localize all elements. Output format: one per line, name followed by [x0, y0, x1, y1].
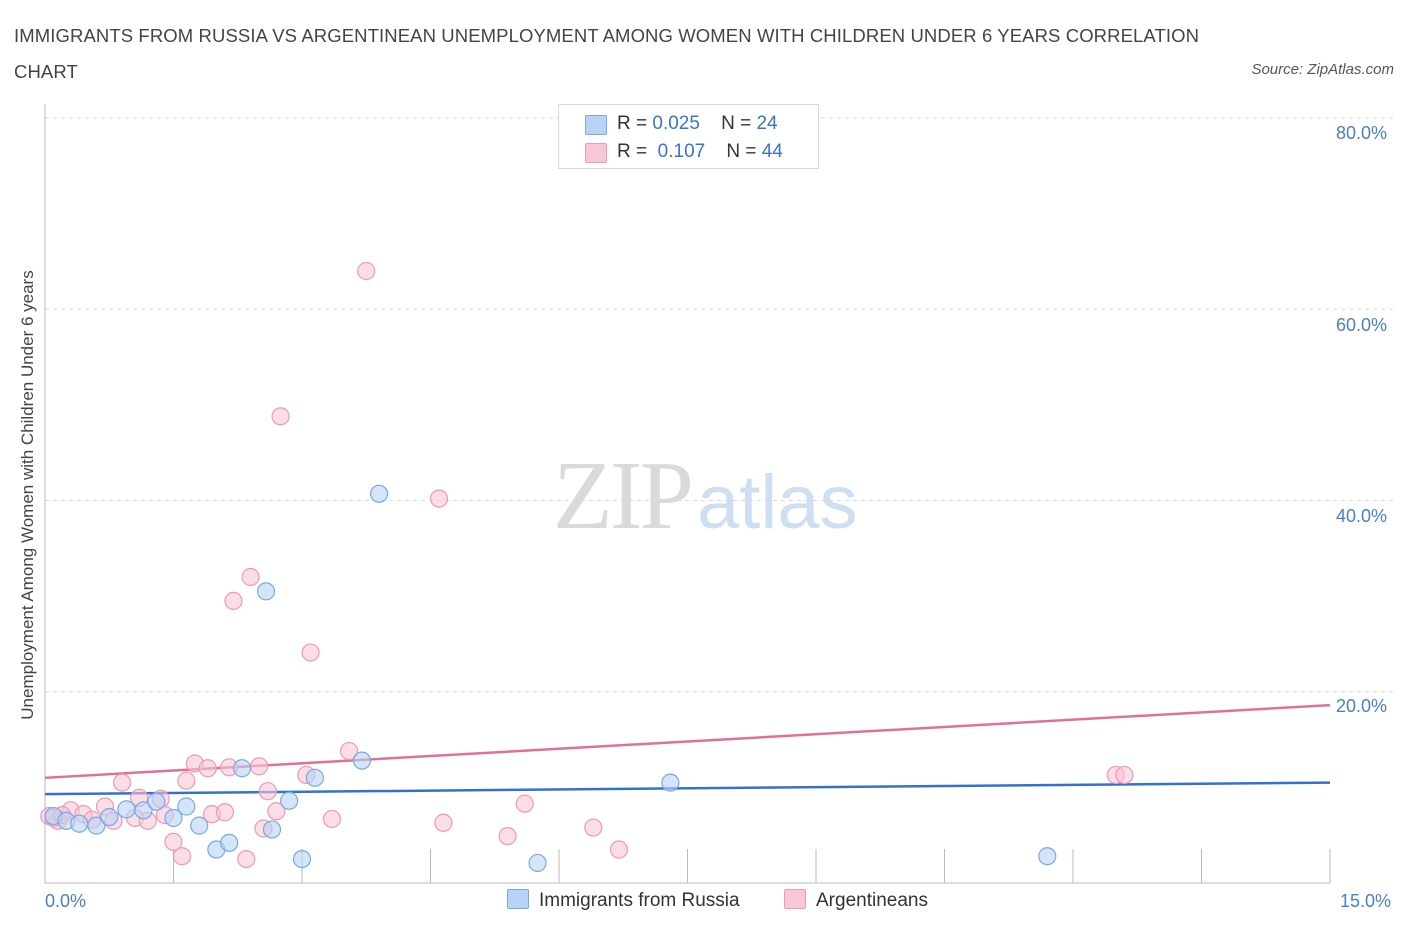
x-tick-label-min: 0.0% — [45, 891, 87, 911]
watermark-zip: ZIP — [553, 442, 694, 550]
point-russia-2 — [70, 814, 89, 833]
point-russia-21 — [528, 853, 547, 873]
point-argentineans-26 — [258, 782, 277, 801]
legend-n-value: 24 — [756, 113, 778, 134]
point-russia-5 — [117, 800, 136, 819]
y-tick-label-60: 60.0% — [1336, 315, 1388, 335]
point-argentineans-37 — [515, 794, 534, 813]
point-argentineans-30 — [301, 643, 320, 662]
bottom-legend-label-argentineans: Argentineans — [816, 890, 928, 911]
point-argentineans-22 — [237, 849, 256, 869]
bottom-legend-swatch-argentineans — [784, 889, 806, 909]
legend-swatch-russia — [585, 115, 607, 135]
point-argentineans-33 — [357, 261, 376, 281]
point-argentineans-19 — [215, 803, 234, 822]
source-label: Source: ZipAtlas.com — [1251, 61, 1394, 78]
stats-legend: R = 0.025 N = 24 R = 0.107 N = 44 — [558, 104, 819, 169]
point-argentineans-39 — [609, 840, 629, 859]
point-argentineans-35 — [434, 813, 453, 832]
legend-r-label: R = — [617, 113, 648, 134]
gridlines — [45, 117, 1394, 693]
data-points — [40, 261, 1134, 873]
point-argentineans-34 — [429, 489, 449, 508]
point-argentineans-23 — [241, 567, 260, 587]
point-russia-20 — [370, 484, 389, 503]
y-tick-label-40: 40.0% — [1336, 506, 1388, 526]
point-russia-23 — [1038, 847, 1057, 866]
legend-n-label: N = — [721, 113, 752, 134]
bottom-legend-swatch-russia — [507, 889, 529, 909]
point-russia-12 — [220, 833, 239, 852]
x-tick-label-max: 15.0% — [1340, 891, 1392, 911]
y-tick-label-80: 80.0% — [1336, 123, 1388, 143]
point-russia-16 — [280, 791, 299, 810]
point-russia-4 — [100, 807, 119, 827]
point-argentineans-32 — [340, 741, 359, 761]
point-russia-13 — [232, 759, 252, 778]
legend-r-value: 0.107 — [657, 141, 706, 162]
bottom-legend-russia: Immigrants from Russia — [507, 889, 740, 912]
legend-r-value: 0.025 — [652, 113, 700, 134]
point-argentineans-36 — [498, 827, 517, 846]
legend-r-label: R = — [617, 141, 648, 162]
point-russia-17 — [292, 849, 312, 869]
bottom-legend-label-russia: Immigrants from Russia — [539, 890, 740, 911]
legend-n-value: 44 — [761, 141, 783, 162]
point-russia-14 — [256, 582, 276, 601]
chart-title: IMMIGRANTS FROM RUSSIA VS ARGENTINEAN UN… — [14, 25, 1200, 82]
point-argentineans-13 — [164, 832, 183, 851]
legend-swatch-argentineans — [585, 143, 607, 163]
point-russia-15 — [262, 820, 282, 839]
point-russia-19 — [352, 751, 372, 770]
point-argentineans-17 — [198, 759, 217, 778]
point-russia-6 — [134, 801, 153, 820]
point-argentineans-7 — [112, 773, 132, 792]
bottom-legend-argentineans: Argentineans — [784, 889, 928, 912]
point-argentineans-15 — [177, 771, 196, 790]
point-argentineans-41 — [1115, 765, 1134, 785]
trend-line-russia — [44, 781, 1331, 796]
legend-n-label: N = — [726, 141, 757, 162]
point-russia-8 — [164, 808, 183, 828]
point-russia-22 — [661, 773, 680, 792]
point-argentineans-28 — [271, 407, 290, 426]
watermark-atlas: atlas — [697, 460, 858, 545]
trend-lines — [44, 703, 1331, 796]
y-axis-title: Unemployment Among Women with Children U… — [18, 270, 37, 720]
point-argentineans-31 — [322, 809, 342, 829]
point-russia-9 — [177, 797, 196, 816]
point-russia-3 — [87, 816, 106, 835]
watermark: ZIPatlas — [553, 438, 858, 552]
point-argentineans-38 — [584, 818, 603, 837]
point-russia-18 — [305, 768, 324, 787]
point-argentineans-21 — [224, 591, 243, 611]
point-russia-10 — [190, 816, 209, 835]
point-argentineans-27 — [267, 802, 286, 821]
point-argentineans-14 — [172, 847, 192, 866]
point-russia-7 — [147, 792, 166, 811]
y-tick-label-20: 20.0% — [1336, 696, 1388, 716]
point-argentineans-24 — [250, 757, 269, 776]
